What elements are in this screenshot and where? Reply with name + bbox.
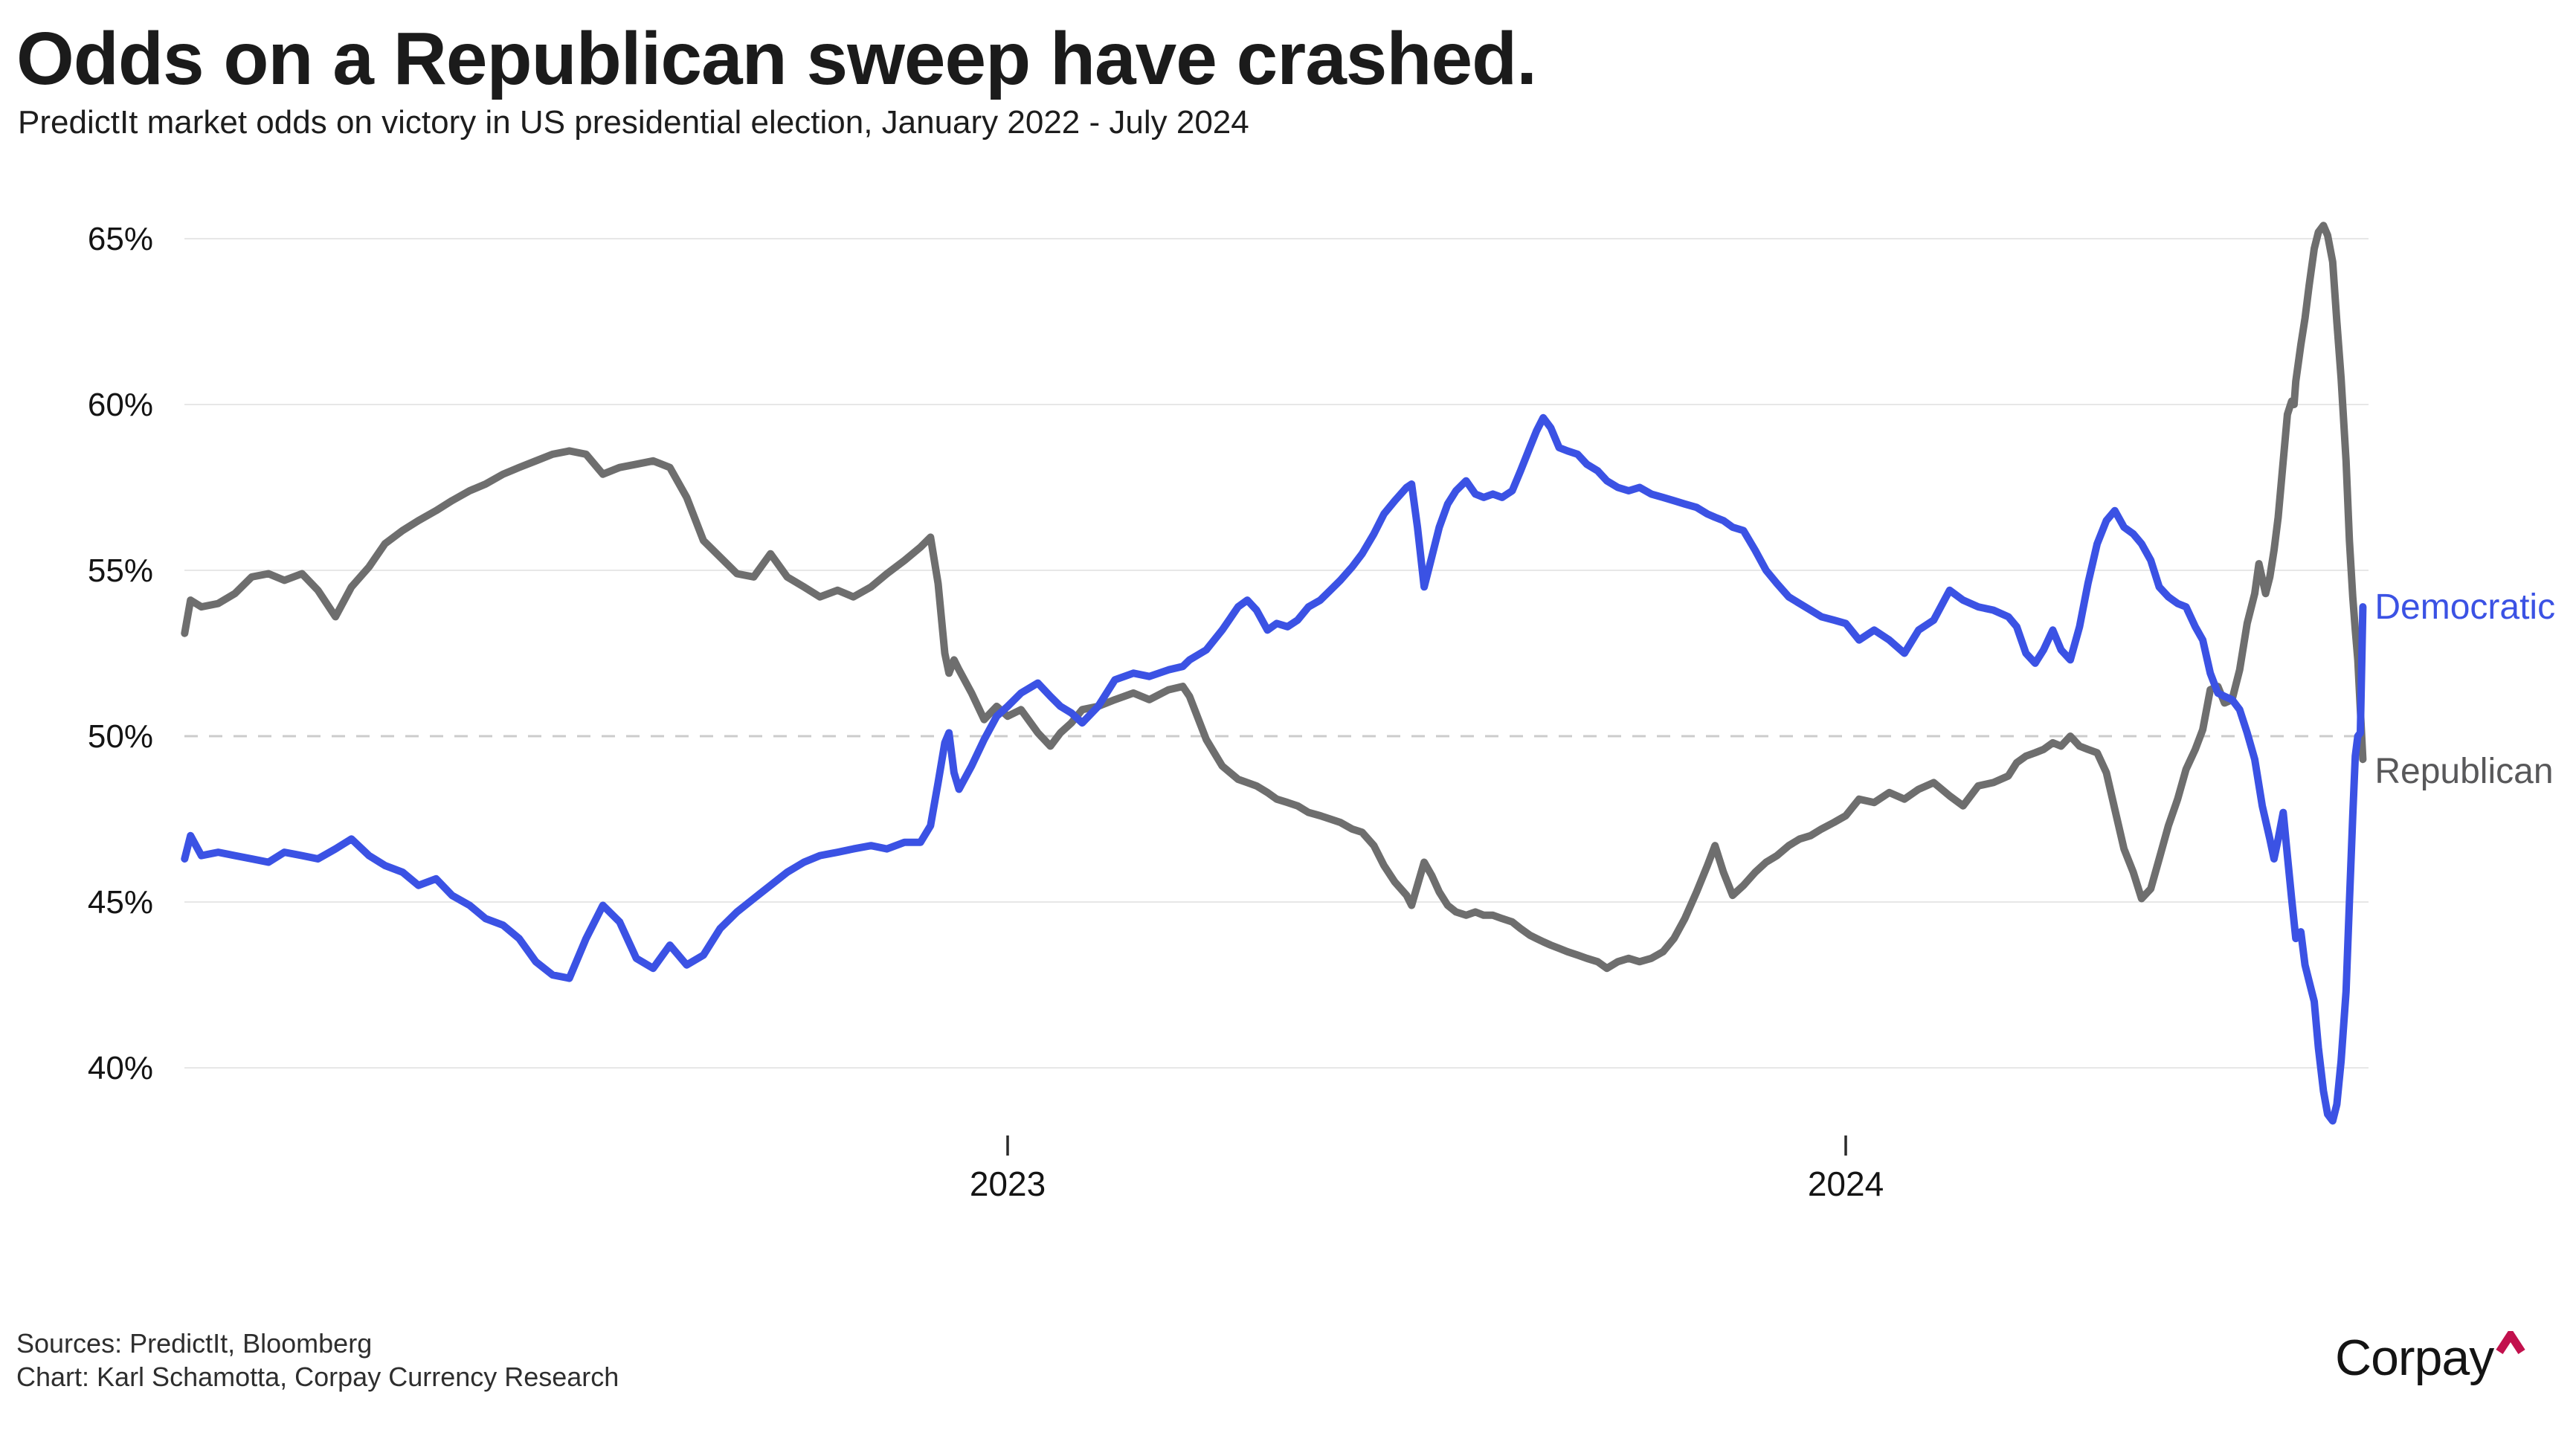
democratic-line bbox=[181, 413, 2367, 1125]
y-axis-label-65: 65% bbox=[88, 221, 153, 257]
corpay-logo-text: Corpay bbox=[2335, 1330, 2494, 1386]
chart-credit-text: Chart: Karl Schamotta, Corpay Currency R… bbox=[16, 1362, 619, 1392]
chart-footer: Sources: PredictIt, Bloomberg Chart: Kar… bbox=[16, 1327, 619, 1394]
corpay-logo: Corpay bbox=[2335, 1330, 2525, 1386]
y-axis-label-60: 60% bbox=[88, 387, 153, 423]
republican-line bbox=[181, 222, 2367, 973]
chart-title: Odds on a Republican sweep have crashed. bbox=[16, 17, 1537, 100]
y-axis-label-50: 50% bbox=[88, 718, 153, 755]
sources-text: Sources: PredictIt, Bloomberg bbox=[16, 1328, 373, 1359]
series-end-label-democratic: Democratic bbox=[2374, 587, 2555, 627]
y-axis-label-45: 45% bbox=[88, 884, 153, 921]
x-axis-label-2024: 2024 bbox=[1808, 1164, 1884, 1203]
corpay-caret-icon bbox=[2496, 1331, 2525, 1355]
x-axis-label-2023: 2023 bbox=[970, 1164, 1046, 1203]
y-axis-label-40: 40% bbox=[88, 1050, 153, 1086]
chart-subtitle: PredictIt market odds on victory in US p… bbox=[18, 104, 1249, 141]
series-end-label-republican: Republican bbox=[2374, 752, 2553, 791]
y-axis-label-55: 55% bbox=[88, 552, 153, 589]
